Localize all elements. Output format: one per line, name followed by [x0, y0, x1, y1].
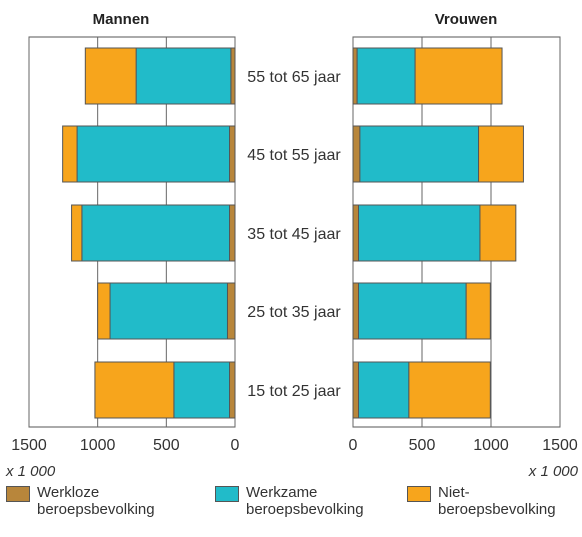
legend-swatch-werkzame — [215, 486, 239, 502]
tick-label-0-0: 1500 — [11, 437, 47, 454]
bar-0-3-1 — [109, 282, 228, 340]
tick-label-0-2: 500 — [153, 437, 180, 454]
bar-0-2-0 — [229, 204, 236, 262]
bar-0-1-0 — [229, 125, 236, 183]
bar-1-3-1 — [358, 282, 467, 340]
bar-0-3-0 — [226, 282, 236, 340]
bar-1-0-0 — [352, 47, 358, 105]
bar-1-2-0 — [352, 204, 360, 262]
panel-title-1: Vrouwen — [435, 11, 498, 28]
bar-1-0-2 — [414, 47, 503, 105]
bar-1-1-1 — [359, 125, 480, 183]
tick-label-1-3: 1500 — [542, 437, 578, 454]
category-label-1: 45 tot 55 jaar — [247, 147, 341, 164]
bar-1-2-2 — [479, 204, 517, 262]
bar-1-3-0 — [352, 282, 360, 340]
bar-1-3-2 — [465, 282, 491, 340]
unit-label-0: x 1 000 — [5, 463, 56, 480]
bar-1-4-1 — [358, 361, 410, 419]
category-label-3: 25 tot 35 jaar — [247, 304, 341, 321]
bar-0-3-2 — [97, 282, 111, 340]
tick-label-1-0: 0 — [349, 437, 358, 454]
bar-0-0-2 — [84, 47, 137, 105]
legend-label-niet: Niet- beroepsbevolking — [438, 484, 556, 518]
legend-swatch-werkloze — [6, 486, 30, 502]
bar-0-0-0 — [230, 47, 236, 105]
bar-0-1-1 — [76, 125, 231, 183]
bar-1-2-1 — [358, 204, 481, 262]
legend-swatch-niet — [407, 486, 431, 502]
category-label-0: 55 tot 65 jaar — [247, 69, 341, 86]
tick-label-0-1: 1000 — [80, 437, 116, 454]
legend-label-werkzame: Werkzame beroepsbevolking — [246, 484, 364, 518]
legend-label-werkloze: Werkloze beroepsbevolking — [37, 484, 155, 518]
bar-0-2-2 — [71, 204, 83, 262]
panel-title-0: Mannen — [93, 11, 150, 28]
bar-0-4-2 — [94, 361, 175, 419]
bar-0-1-2 — [62, 125, 78, 183]
bar-1-4-0 — [352, 361, 360, 419]
unit-label-1: x 1 000 — [528, 463, 579, 480]
bar-0-4-0 — [229, 361, 236, 419]
category-label-2: 35 tot 45 jaar — [247, 226, 341, 243]
bar-0-0-1 — [135, 47, 232, 105]
bar-0-4-1 — [173, 361, 231, 419]
bar-1-1-0 — [352, 125, 361, 183]
bar-1-1-2 — [478, 125, 524, 183]
bar-1-0-1 — [356, 47, 416, 105]
tick-label-0-3: 0 — [231, 437, 240, 454]
bar-0-2-1 — [81, 204, 231, 262]
category-label-4: 15 tot 25 jaar — [247, 383, 341, 400]
tick-label-1-1: 500 — [409, 437, 436, 454]
tick-label-1-2: 1000 — [473, 437, 509, 454]
bar-1-4-2 — [408, 361, 491, 419]
